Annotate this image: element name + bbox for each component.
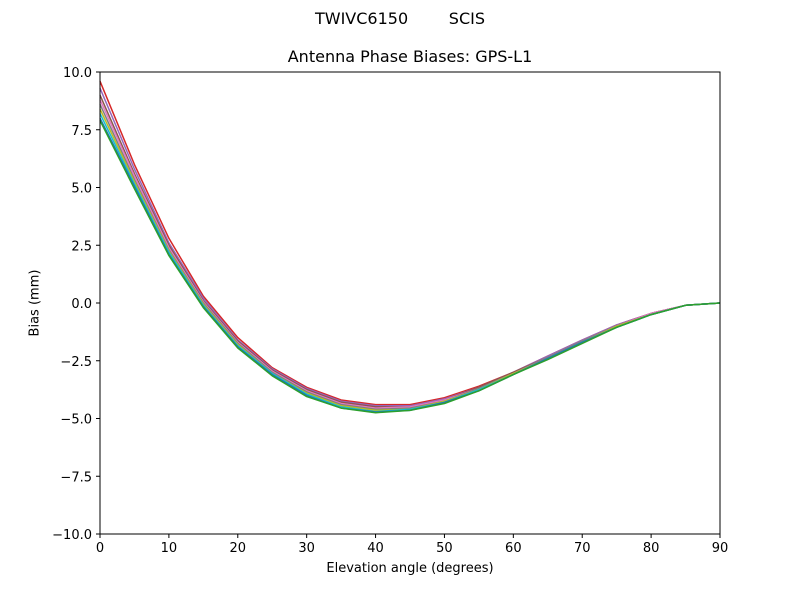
x-tick-label-6: 60 [505, 541, 522, 556]
y-tick-label-4: 0.0 [71, 297, 92, 312]
series-line-2 [99, 94, 721, 408]
y-tick-label-7: 7.5 [71, 124, 92, 139]
series-line-5 [99, 108, 721, 412]
x-axis-label: Elevation angle (degrees) [326, 561, 494, 576]
y-tick-label-3: −2.5 [60, 355, 92, 370]
figure-suptitle: TWIVC6150 SCIS [314, 9, 486, 28]
series-line-8 [99, 120, 721, 414]
y-tick-label-0: −10.0 [52, 528, 92, 543]
y-tick-label-6: 5.0 [71, 182, 92, 197]
x-tick-label-1: 10 [161, 541, 178, 556]
x-tick-label-7: 70 [574, 541, 591, 556]
x-tick-label-8: 80 [643, 541, 660, 556]
y-axis-label: Bias (mm) [27, 269, 43, 337]
y-tick-label-2: −5.0 [60, 413, 92, 428]
x-tick-label-3: 30 [298, 541, 315, 556]
series-line-0 [99, 80, 721, 406]
series-line-7 [99, 117, 721, 413]
y-tick-label-5: 2.5 [71, 239, 92, 254]
series-line-1 [99, 87, 721, 407]
series-line-4 [99, 103, 721, 411]
series-line-3 [99, 99, 721, 409]
x-tick-label-9: 90 [712, 541, 729, 556]
series-line-6 [99, 113, 721, 413]
x-tick-label-0: 0 [96, 541, 104, 556]
plot-frame [99, 71, 721, 535]
x-tick-label-4: 40 [367, 541, 384, 556]
x-tick-label-2: 20 [230, 541, 247, 556]
x-tick-label-5: 50 [436, 541, 453, 556]
y-tick-label-8: 10.0 [63, 66, 92, 81]
chart-title: Antenna Phase Biases: GPS-L1 [287, 47, 533, 66]
y-tick-label-1: −7.5 [60, 470, 92, 485]
